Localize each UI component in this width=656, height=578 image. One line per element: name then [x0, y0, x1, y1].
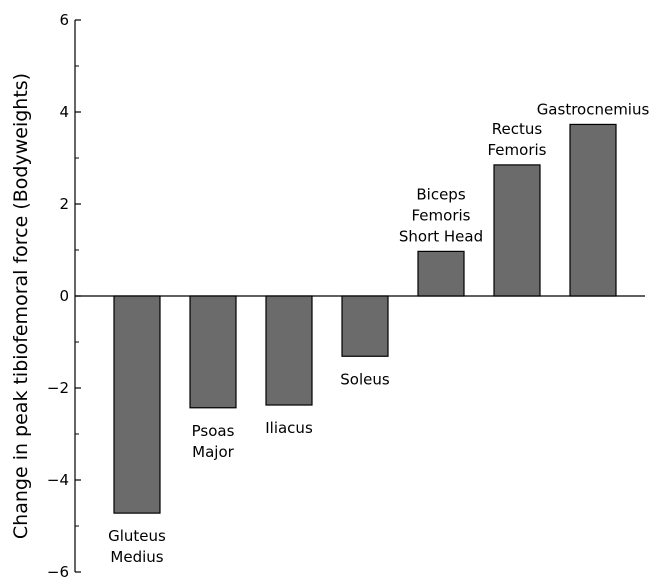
y-axis-label: Change in peak tibiofemoral force (Bodyw… [10, 73, 32, 539]
bar-label: Rectus Femoris [488, 120, 547, 159]
bar-label: Psoas Major [192, 422, 235, 461]
y-axis: −6 −4 −2 0 2 4 6 [47, 11, 81, 578]
bar [189, 295, 237, 409]
bar [113, 295, 161, 514]
bar-label-line: Major [192, 443, 234, 461]
bar [569, 123, 617, 297]
bar-label-line: Psoas [192, 422, 235, 440]
bar-label-line: Biceps [416, 185, 465, 203]
bar-label-line: Gluteus [108, 527, 166, 545]
bar-label-line: Femoris [412, 206, 471, 224]
bar [493, 164, 541, 297]
bar-label: Iliacus [265, 419, 313, 437]
bar-label-line: Medius [110, 548, 163, 566]
bar-label-line: Rectus [492, 120, 543, 138]
y-tick-label: −4 [47, 471, 69, 489]
bar-labels: Gluteus Medius Psoas Major Iliacus Soleus Bice… [108, 100, 649, 566]
y-tick-label: 2 [59, 195, 69, 213]
bar-label: Gastrocnemius [537, 100, 650, 118]
y-tick-label: 4 [59, 103, 69, 121]
bar-label-line: Soleus [340, 370, 390, 388]
bar-label: Soleus [340, 370, 390, 388]
y-tick-label: −6 [47, 563, 69, 578]
bars [113, 123, 617, 514]
bar [341, 295, 389, 357]
bar-label: Biceps Femoris Short Head [399, 185, 483, 245]
y-tick-label: −2 [47, 379, 69, 397]
bar-label-line: Gastrocnemius [537, 100, 650, 118]
bar-label: Gluteus Medius [108, 527, 166, 566]
bar-label-line: Femoris [488, 141, 547, 159]
y-tick-label: 6 [59, 11, 69, 29]
bar-label-line: Short Head [399, 227, 483, 245]
bar-label-line: Iliacus [265, 419, 313, 437]
bar [265, 295, 313, 406]
y-tick-label: 0 [59, 287, 69, 305]
bar [417, 250, 465, 297]
